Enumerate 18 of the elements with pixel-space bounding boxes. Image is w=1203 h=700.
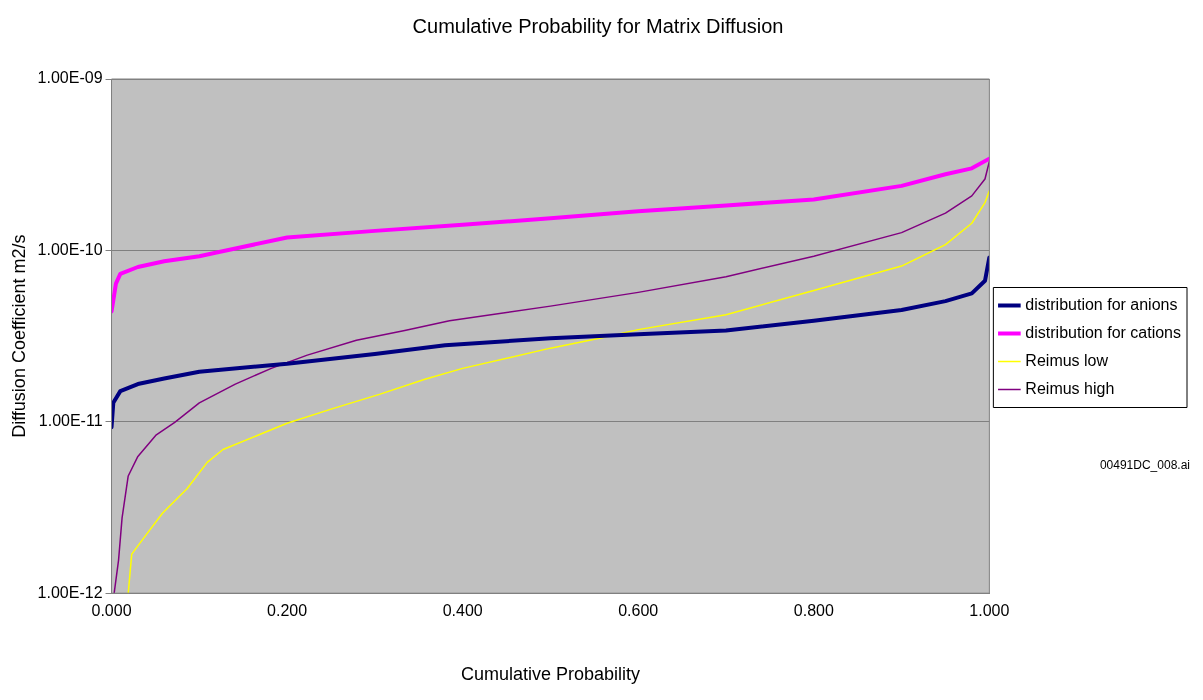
- x-tick-label: 0.600: [618, 602, 659, 620]
- y-tick-label: 1.00E-09: [37, 69, 103, 87]
- y-tick-label: 1.00E-10: [37, 240, 103, 258]
- x-tick-label: 0.000: [91, 602, 132, 620]
- x-tick-label: 0.800: [793, 602, 834, 620]
- legend-label: Reimus low: [1025, 351, 1109, 369]
- x-tick-label: 0.200: [267, 602, 308, 620]
- legend-label: distribution for anions: [1025, 295, 1178, 313]
- y-tick-label: 1.00E-12: [37, 583, 103, 601]
- x-axis-title: Cumulative Probability: [460, 664, 640, 685]
- chart-title: Cumulative Probability for Matrix Diffusion: [412, 14, 784, 37]
- y-tick-label: 1.00E-11: [38, 412, 103, 430]
- text: 00491DC_008.ai: [1098, 458, 1190, 472]
- legend-label: distribution for cations: [1025, 323, 1182, 341]
- x-tick-label: 0.400: [442, 602, 483, 620]
- y-axis-title: Diffusion Coefficient m2/s: [8, 234, 29, 438]
- x-tick-label: 1.000: [969, 602, 1010, 620]
- legend-label: Reimus high: [1025, 379, 1115, 397]
